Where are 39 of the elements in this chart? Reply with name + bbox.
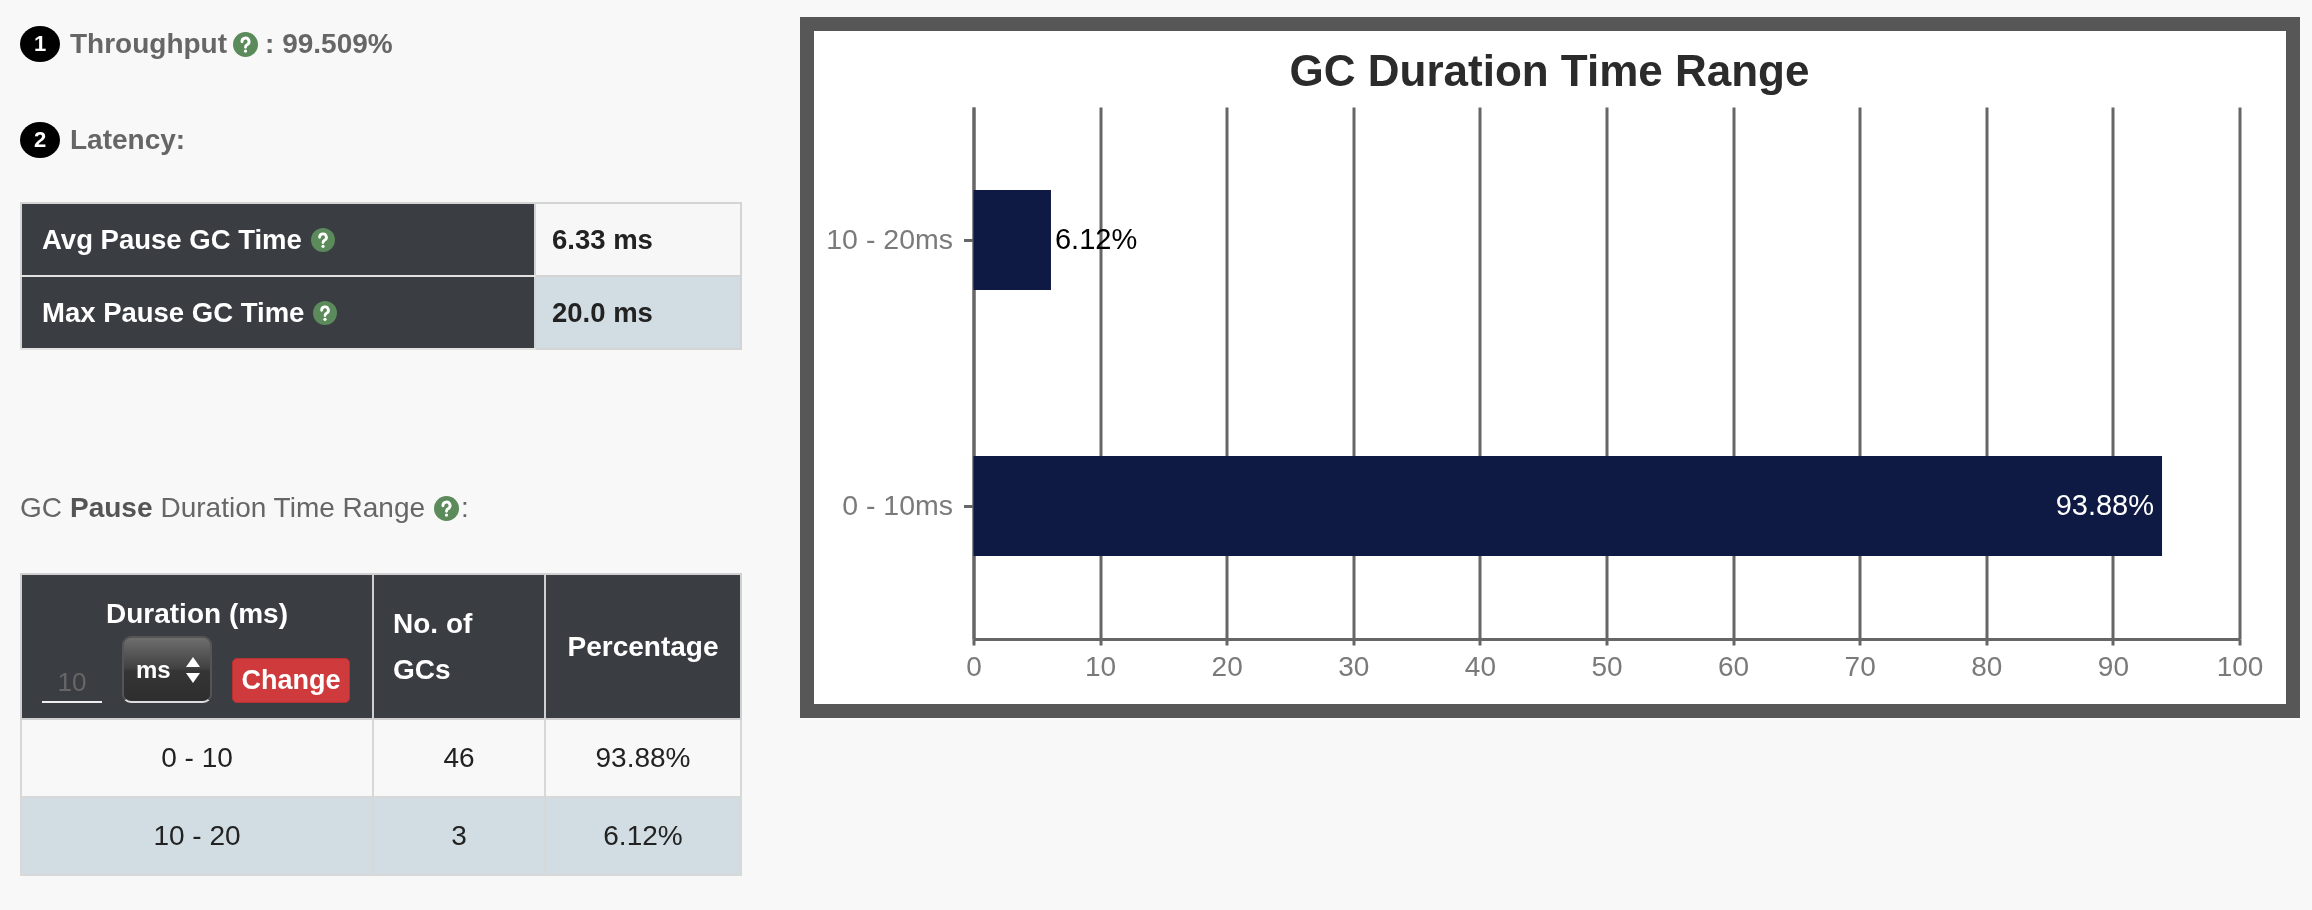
text: : (461, 492, 469, 524)
data-label: 93.88% (2055, 489, 2155, 521)
text: Pause (70, 492, 153, 524)
text: Percentage (545, 574, 741, 719)
text: Max Pause GC Time (42, 296, 305, 329)
x-tick-label: 10 (1085, 650, 1117, 682)
chart-title: GC Duration Time Range (1289, 46, 1810, 95)
text: GC (20, 492, 62, 524)
text: Avg Pause GC Time (42, 223, 302, 256)
dropdown: ms (122, 636, 212, 703)
number-badge: 2 (20, 122, 60, 158)
text: 0 - 10 (21, 719, 373, 797)
text: 3 (373, 797, 545, 875)
text: 46 (373, 719, 545, 797)
x-tick-label: 100 (2216, 650, 2264, 682)
text: 93.88% (545, 719, 741, 797)
button: Change (232, 658, 350, 703)
text: 10 - 20 (21, 797, 373, 875)
number-badge: 1 (20, 26, 60, 62)
x-tick-label: 20 (1211, 650, 1243, 682)
x-tick-label: 50 (1591, 650, 1623, 682)
text: Throughput (70, 28, 228, 60)
text: No. of GCs (393, 606, 474, 687)
x-tick-label: 90 (2097, 650, 2129, 682)
x-tick-label: 70 (1844, 650, 1876, 682)
x-tick-label: 40 (1464, 650, 1496, 682)
text: Duration (ms) (105, 597, 289, 631)
text: 20.0 ms (535, 276, 741, 349)
text: 6.33 ms (535, 203, 741, 276)
x-tick-label: 30 (1338, 650, 1370, 682)
text: 6.12% (545, 797, 741, 875)
text: : 99.509% (265, 28, 393, 60)
y-tick-label: 0 - 10ms (842, 489, 953, 521)
x-tick-label: 0 (966, 650, 982, 682)
text: Latency: (70, 124, 186, 156)
x-tick-label: 80 (1971, 650, 2003, 682)
y-tick-label: 10 - 20ms (826, 223, 953, 255)
text: Duration Time Range (160, 492, 426, 524)
x-tick-label: 60 (1718, 650, 1750, 682)
